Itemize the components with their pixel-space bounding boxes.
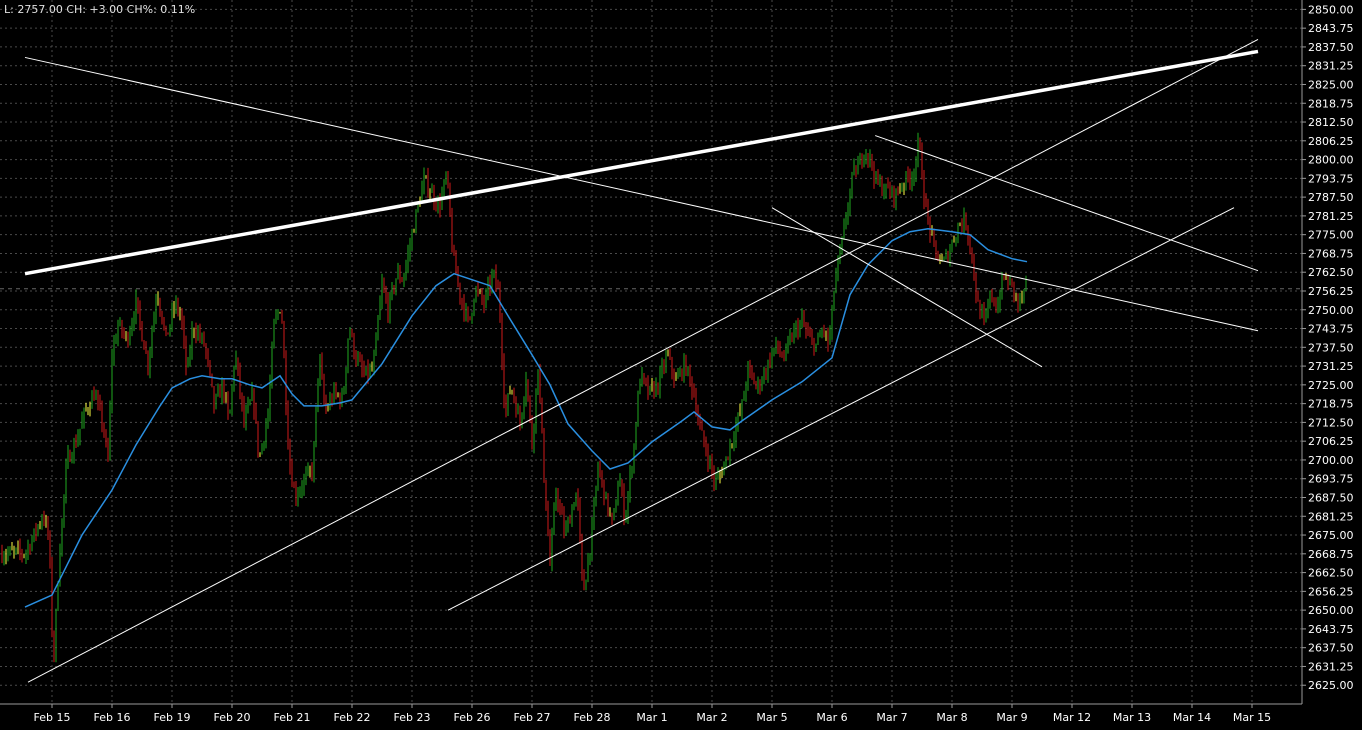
x-tick-label: Mar 6 [816,711,847,724]
x-tick-label: Mar 13 [1113,711,1151,724]
y-tick-label: 2725.00 [1308,379,1354,392]
moving-average-line [24,227,1028,608]
y-tick-label: 2831.25 [1308,60,1354,73]
y-tick-label: 2706.25 [1308,435,1354,448]
x-tick-label: Feb 28 [574,711,611,724]
x-tick-label: Feb 19 [154,711,191,724]
y-tick-label: 2800.00 [1308,154,1354,167]
y-tick-label: 2687.50 [1308,491,1354,504]
x-tick-label: Feb 16 [94,711,131,724]
y-tick-label: 2818.75 [1308,97,1354,110]
y-tick-label: 2843.75 [1308,22,1354,35]
trendline[interactable] [24,49,1259,276]
y-tick-label: 2650.00 [1308,604,1354,617]
y-tick-label: 2781.25 [1308,210,1354,223]
x-tick-label: Mar 2 [696,711,727,724]
y-tick-label: 2850.00 [1308,3,1354,16]
x-tick-label: Feb 27 [514,711,551,724]
trendline[interactable] [771,207,1043,368]
x-tick-label: Mar 5 [756,711,787,724]
candles [1,132,1027,663]
y-tick-label: 2756.25 [1308,285,1354,298]
x-tick-label: Mar 7 [876,711,907,724]
x-tick-label: Mar 14 [1173,711,1211,724]
x-axis: Feb 15 Feb 16 Feb 19 Feb 20 Feb 21 Feb 22 Feb … [34,704,1271,724]
x-tick-label: Feb 21 [274,711,311,724]
trendline[interactable] [447,207,1235,611]
x-tick-label: Mar 15 [1233,711,1271,724]
price-info-readout: L: 2757.00 CH: +3.00 CH%: 0.11% [4,3,196,16]
x-tick-label: Feb 15 [34,711,71,724]
y-tick-label: 2681.25 [1308,510,1354,523]
y-tick-label: 2656.25 [1308,585,1354,598]
x-tick-label: Mar 12 [1053,711,1091,724]
y-tick-label: 2643.75 [1308,623,1354,636]
y-tick-label: 2668.75 [1308,548,1354,561]
trendline[interactable] [27,38,1259,683]
y-tick-label: 2743.75 [1308,323,1354,336]
x-tick-label: Feb 22 [334,711,371,724]
y-tick-label: 2806.25 [1308,135,1354,148]
y-tick-label: 2662.50 [1308,567,1354,580]
y-tick-label: 2625.00 [1308,679,1354,692]
y-tick-label: 2775.00 [1308,229,1354,242]
trendlines [24,38,1259,683]
y-tick-label: 2718.75 [1308,398,1354,411]
y-tick-label: 2712.50 [1308,416,1354,429]
x-tick-label: Feb 26 [454,711,491,724]
y-axis: 2850.00 2843.75 2837.50 2831.25 2825.00 2818.… [1302,3,1354,692]
x-tick-label: Mar 8 [936,711,967,724]
y-tick-label: 2700.00 [1308,454,1354,467]
y-tick-label: 2637.50 [1308,642,1354,655]
x-tick-label: Mar 9 [996,711,1027,724]
trendline[interactable] [24,56,1259,332]
y-tick-label: 2812.50 [1308,116,1354,129]
x-tick-label: Feb 23 [394,711,431,724]
y-tick-label: 2793.75 [1308,172,1354,185]
y-tick-label: 2675.00 [1308,529,1354,542]
trendline[interactable] [875,135,1259,272]
y-tick-label: 2737.50 [1308,341,1354,354]
y-tick-label: 2731.25 [1308,360,1354,373]
y-tick-label: 2768.75 [1308,247,1354,260]
y-tick-label: 2825.00 [1308,78,1354,91]
y-tick-label: 2631.25 [1308,660,1354,673]
y-tick-label: 2693.75 [1308,473,1354,486]
y-tick-label: 2762.50 [1308,266,1354,279]
y-tick-label: 2750.00 [1308,304,1354,317]
x-tick-label: Mar 1 [636,711,667,724]
y-tick-label: 2787.50 [1308,191,1354,204]
x-tick-label: Feb 20 [214,711,251,724]
y-tick-label: 2837.50 [1308,41,1354,54]
